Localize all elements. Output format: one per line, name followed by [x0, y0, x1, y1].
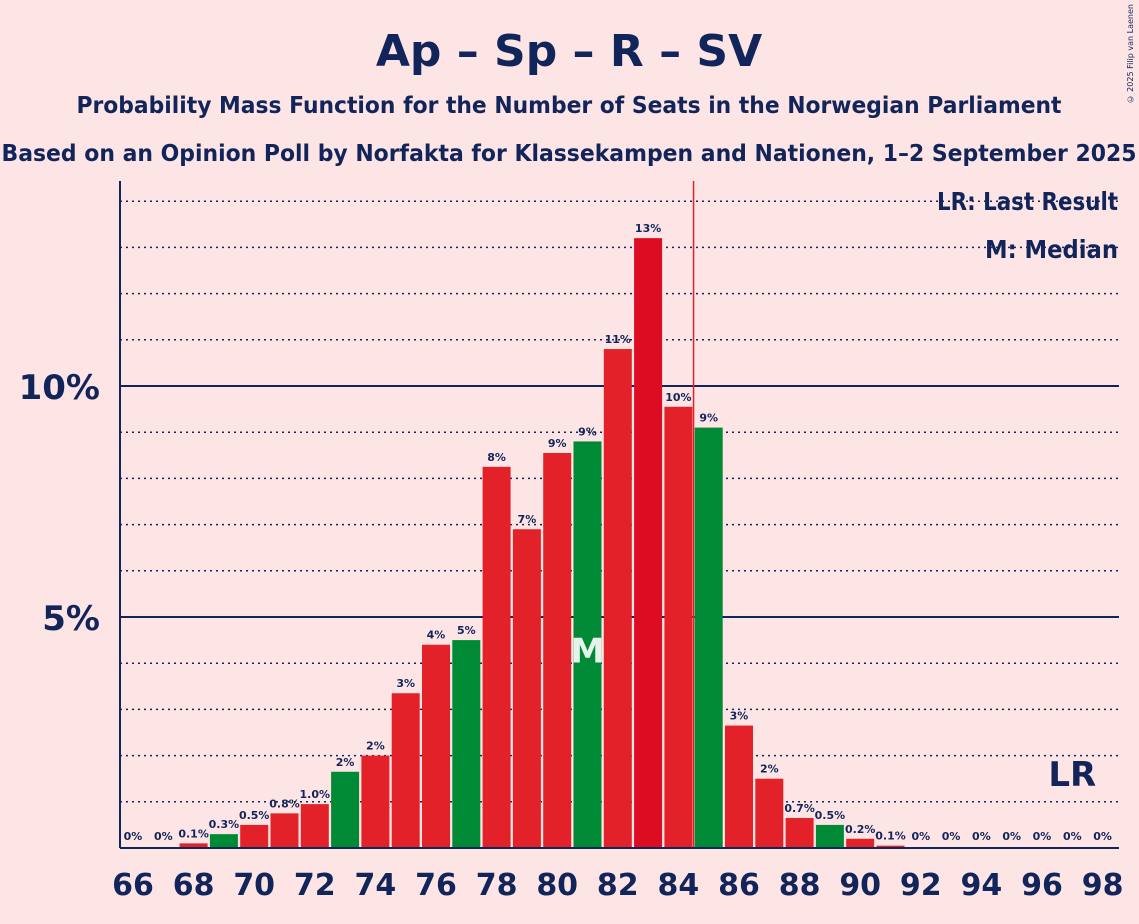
bar-84 [664, 406, 693, 848]
chart-subtitle-poll: Based on an Opinion Poll by Norfakta for… [2, 141, 1137, 167]
data-label-85: 9% [699, 412, 718, 425]
bar-69 [209, 834, 238, 848]
data-label-76: 4% [427, 629, 446, 642]
data-label-87: 2% [760, 763, 779, 776]
bar-79 [512, 529, 541, 848]
x-tick-label: 70 [233, 868, 275, 903]
x-tick-label: 80 [536, 868, 578, 903]
bar-77 [452, 640, 481, 848]
bar-87 [755, 778, 784, 848]
data-label-74: 2% [366, 740, 385, 753]
x-tick-label: 68 [173, 868, 215, 903]
median-marker: M [571, 632, 605, 672]
bar-75 [391, 693, 420, 848]
bar-86 [725, 725, 753, 848]
chart-title: Ap – Sp – R – SV [376, 26, 762, 77]
bar-68 [179, 843, 208, 848]
data-label-78: 8% [487, 451, 506, 464]
bar-85 [694, 427, 723, 848]
last-result-marker: LR [1048, 755, 1096, 795]
bar-71 [270, 813, 299, 848]
data-label-73: 2% [336, 756, 355, 769]
x-tick-label: 92 [900, 868, 942, 903]
copyright-notice: © 2025 Filip van Laenen [1126, 4, 1135, 104]
data-label-93: 0% [942, 830, 961, 843]
data-label-75: 3% [396, 677, 415, 690]
bar-81 [573, 441, 602, 848]
y-tick-label: 10% [19, 368, 100, 408]
x-tick-label: 84 [658, 868, 700, 903]
data-label-66: 0% [124, 830, 143, 843]
legend-median: M: Median [985, 235, 1118, 264]
bar-70 [240, 824, 269, 848]
bar-88 [785, 817, 814, 848]
data-label-81: 9% [578, 425, 597, 438]
data-label-94: 0% [972, 830, 991, 843]
data-label-80: 9% [548, 437, 567, 450]
data-label-70: 0.5% [239, 809, 270, 822]
data-label-84: 10% [665, 391, 691, 404]
data-label-90: 0.2% [845, 823, 876, 836]
x-tick-label: 88 [779, 868, 821, 903]
legend-last-result: LR: Last Result [937, 187, 1118, 216]
x-tick-label: 82 [597, 868, 639, 903]
data-label-72: 1.0% [300, 788, 331, 801]
bars: 0% 0% 0.1%0.3%0.5%0.8%1.0%2%2%3%4% 5%8%7%9%… [124, 181, 1112, 848]
x-tick-label: 78 [476, 868, 518, 903]
x-tick-label: 94 [961, 868, 1003, 903]
data-label-96: 0% [1033, 830, 1052, 843]
data-label-97: 0% [1063, 830, 1082, 843]
bar-82 [603, 349, 632, 848]
data-label-82: 11% [605, 333, 631, 346]
data-label-69: 0.3% [209, 818, 240, 831]
data-label-95: 0% [1002, 830, 1021, 843]
x-tick-label: 90 [839, 868, 881, 903]
data-label-92: 0% [911, 830, 930, 843]
x-tick-label: 76 [415, 868, 457, 903]
data-label-71: 0.8% [269, 797, 300, 810]
bar-91 [876, 845, 905, 848]
bar-76 [422, 644, 450, 848]
bar-78 [482, 466, 511, 848]
data-label-91: 0.1% [875, 830, 906, 843]
data-label-89: 0.5% [815, 809, 846, 822]
data-label-67: 0% [154, 830, 173, 843]
data-label-79: 7% [518, 513, 537, 526]
chart-subtitle: Probability Mass Function for the Number… [77, 93, 1062, 119]
x-tick-label: 96 [1021, 868, 1063, 903]
x-tick-label: 98 [1082, 868, 1124, 903]
axes: 5% 10% 66 68 70 72 74 76 78 80 82 84 86 88 90 92 94 96 98 [19, 181, 1124, 903]
data-label-83: 13% [635, 222, 661, 235]
bar-90 [846, 838, 875, 848]
x-tick-label: 66 [112, 868, 154, 903]
y-tick-label: 5% [42, 599, 100, 639]
x-tick-label: 86 [718, 868, 760, 903]
bar-74 [361, 755, 390, 848]
data-label-77: 5% [457, 624, 476, 637]
data-label-68: 0.1% [178, 827, 209, 840]
x-tick-label: 74 [355, 868, 397, 903]
bar-72 [300, 804, 329, 848]
x-tick-label: 72 [294, 868, 336, 903]
data-label-88: 0.7% [784, 802, 815, 815]
bar-80 [543, 452, 572, 848]
bar-73 [331, 771, 360, 848]
data-label-98: 0% [1093, 830, 1112, 843]
bar-89 [815, 824, 844, 848]
data-label-86: 3% [730, 710, 749, 723]
bar-83 [634, 238, 663, 848]
